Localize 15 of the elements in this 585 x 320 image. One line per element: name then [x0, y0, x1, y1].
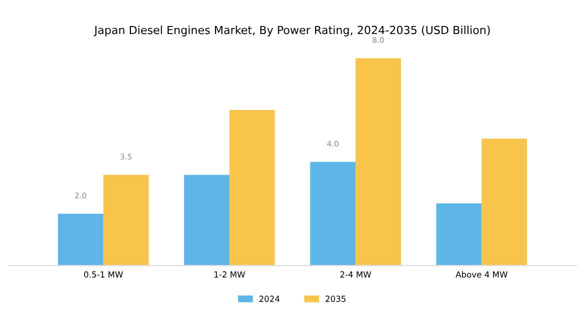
bar — [482, 138, 528, 266]
x-tick-label: 1-2 MW — [214, 271, 246, 278]
bar — [58, 214, 104, 266]
bar — [356, 58, 401, 266]
legend-label: 2035 — [326, 296, 346, 302]
bar — [310, 162, 356, 266]
chart-title: Japan Diesel Engines Market, By Power Rating, 2024-2035 (USD Billion) — [94, 26, 490, 36]
bar — [436, 203, 482, 266]
x-tick-label: 0.5-1 MW — [84, 271, 123, 278]
bar — [229, 110, 275, 266]
bar — [103, 174, 149, 266]
x-tick-label: 2-4 MW — [340, 271, 372, 278]
legend-label: 2024 — [259, 296, 280, 302]
x-tick-label: Above 4 MW — [456, 271, 508, 278]
bar — [184, 174, 230, 266]
